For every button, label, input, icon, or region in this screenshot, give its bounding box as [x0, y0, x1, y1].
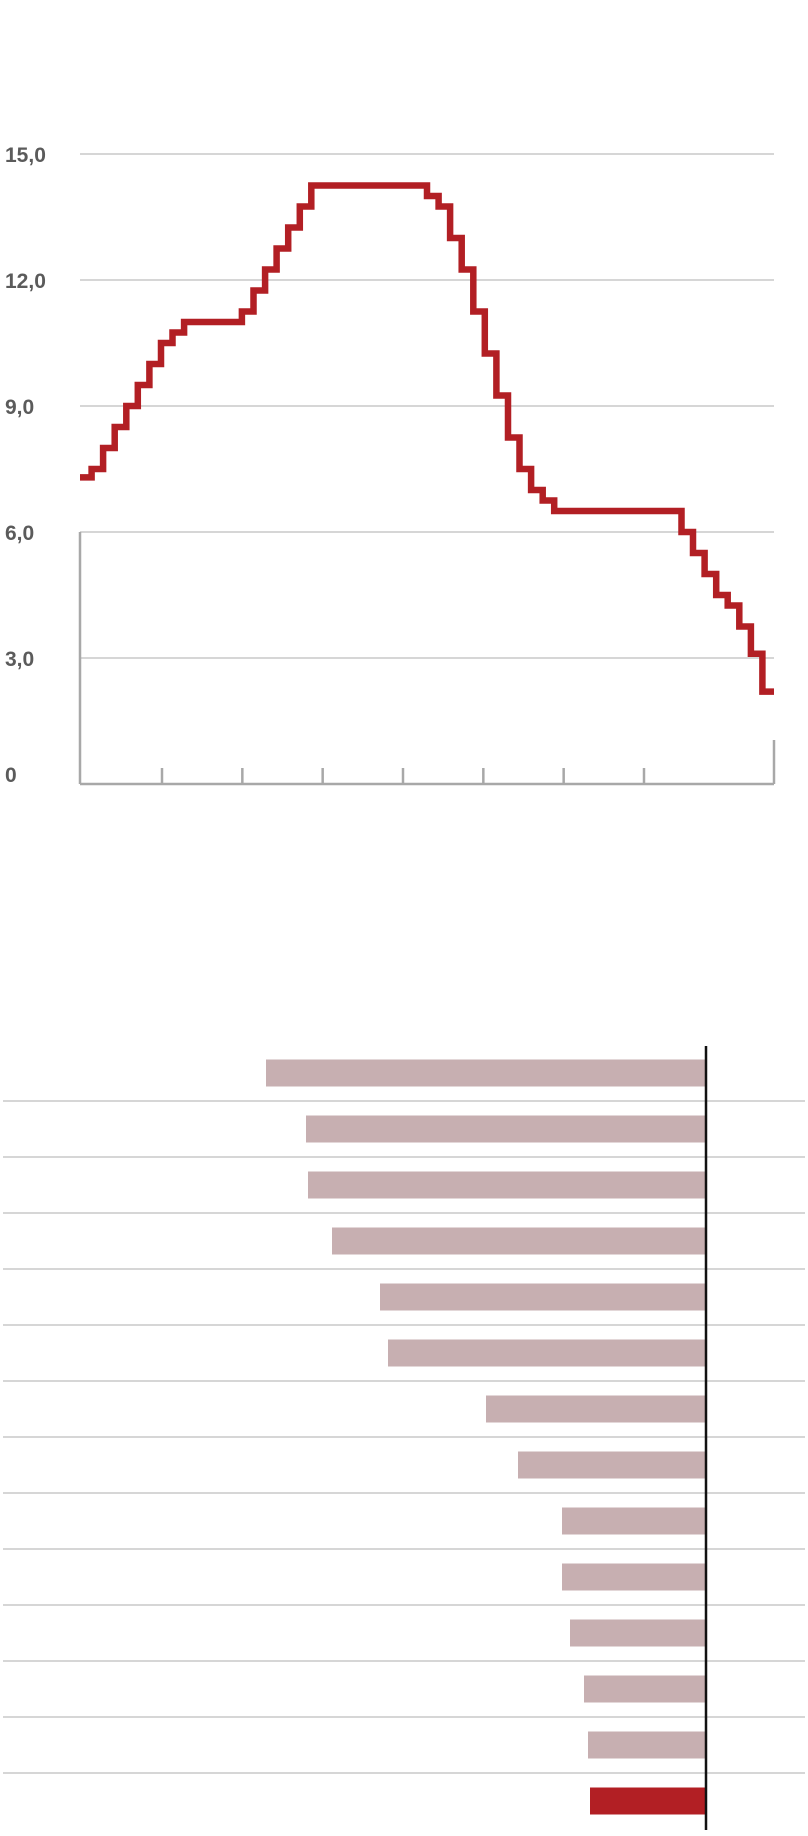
line-chart: 0 3,0 6,0 9,0 12,0 15,0: [5, 144, 776, 787]
bar: [306, 1115, 706, 1143]
y-tick-label: 6,0: [5, 522, 34, 545]
bar: [518, 1451, 706, 1479]
bar: [584, 1675, 706, 1703]
bar: [486, 1395, 706, 1423]
series-line: [80, 182, 774, 695]
bar: [388, 1339, 706, 1367]
bar: [562, 1507, 706, 1535]
y-tick-label: 12,0: [5, 270, 46, 293]
bar-chart: [3, 1046, 805, 1830]
bar: [562, 1563, 706, 1591]
bar: [570, 1619, 706, 1647]
bar: [308, 1171, 706, 1199]
bar-highlight: [590, 1787, 706, 1815]
bar: [588, 1731, 706, 1759]
y-tick-label: 15,0: [5, 144, 46, 167]
bar: [266, 1059, 706, 1087]
bar: [380, 1283, 706, 1311]
y-tick-label: 9,0: [5, 396, 34, 419]
y-tick-label: 3,0: [5, 648, 34, 671]
bar: [332, 1227, 706, 1255]
y-tick-label: 0: [5, 764, 17, 787]
